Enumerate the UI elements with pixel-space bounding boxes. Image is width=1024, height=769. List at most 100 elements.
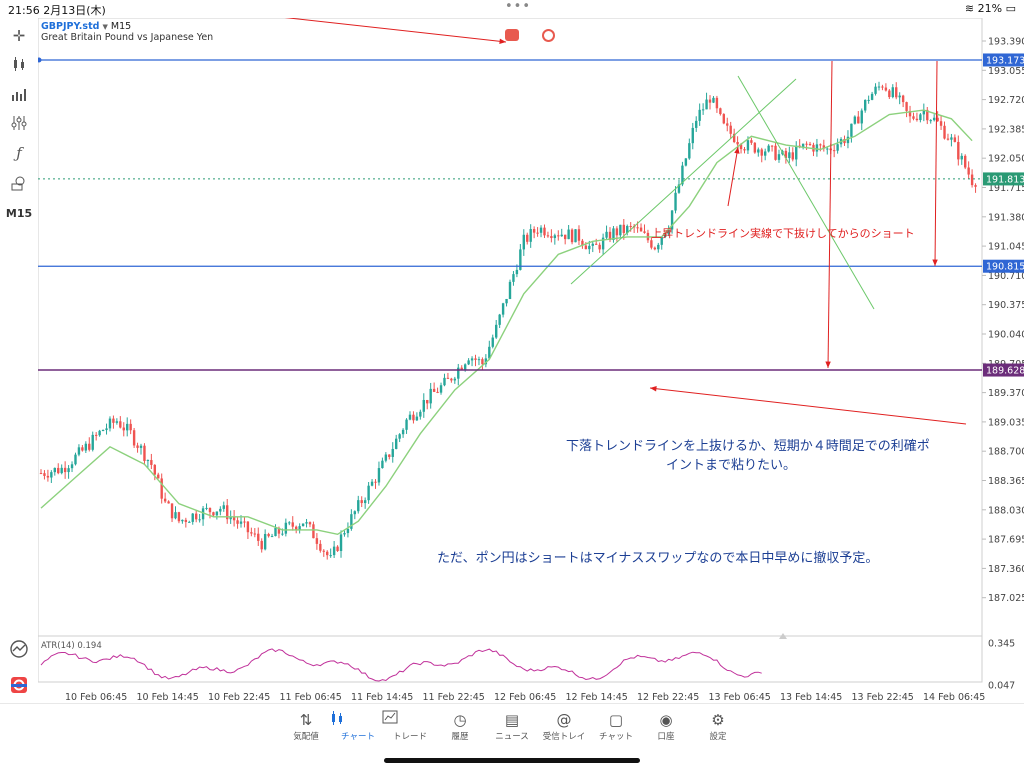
function-icon[interactable]: ƒ xyxy=(16,144,22,162)
candle-body xyxy=(595,243,598,245)
candle-body xyxy=(543,227,546,236)
price-tick-label: 189.370 xyxy=(988,388,1024,399)
candle-body xyxy=(636,227,639,229)
candle-body xyxy=(346,528,350,534)
candle-body xyxy=(222,505,225,509)
candle-body xyxy=(419,411,422,417)
tab-chart[interactable]: チャート xyxy=(330,710,386,742)
candle-body xyxy=(357,500,360,512)
chart-area[interactable]: 193.390 193.055 192.720 192.385 192.050 191.7… xyxy=(38,18,1024,703)
candle-body xyxy=(415,416,419,421)
tab-chat[interactable]: ▢ チャット xyxy=(588,710,644,742)
status-bar: 21:56 2月13日(木) ••• ≋ 21% ▭ xyxy=(0,0,1024,18)
candle-body xyxy=(532,229,536,233)
candle-body xyxy=(412,414,415,421)
candle-body xyxy=(901,95,905,103)
candle-body xyxy=(491,337,494,347)
chart-title[interactable]: GBPJPY.std ▼ M15 xyxy=(41,21,131,32)
candle-body xyxy=(874,86,877,94)
candle-body xyxy=(660,236,663,245)
time-tick-label: 12 Feb 22:45 xyxy=(637,692,699,703)
candle-body xyxy=(381,460,384,469)
candle-body xyxy=(701,109,705,111)
objects-glyph xyxy=(11,176,25,191)
candle-body xyxy=(770,145,774,147)
candle-body xyxy=(88,443,91,450)
candle-body xyxy=(229,516,232,520)
candle-body xyxy=(653,247,657,250)
moving-average-line xyxy=(40,109,973,536)
candle-body xyxy=(81,447,84,451)
candle-body xyxy=(498,314,501,325)
candle-body xyxy=(667,229,670,234)
candlestick-type-icon[interactable] xyxy=(6,51,32,77)
candle-body xyxy=(353,511,357,515)
symbol-description: Great Britain Pound vs Japanese Yen xyxy=(41,32,214,43)
candle-body xyxy=(481,359,484,365)
one-click-trade-icon[interactable] xyxy=(505,29,519,41)
candle-body xyxy=(260,540,263,550)
candle-body xyxy=(953,137,957,142)
candle-body xyxy=(115,421,119,423)
candle-body xyxy=(763,151,767,156)
time-tick-label: 10 Feb 22:45 xyxy=(208,692,270,703)
annotation-note-2a: 下落トレンドラインを上抜けるか、短期か４時間足での利確ポ xyxy=(566,439,930,454)
multitask-dots[interactable]: ••• xyxy=(505,0,532,14)
indicators-icon[interactable] xyxy=(6,110,32,136)
arrow-down-1-head xyxy=(825,361,831,368)
price-chart[interactable]: 193.390 193.055 192.720 192.385 192.050 191.7… xyxy=(38,18,1024,703)
candle-body xyxy=(394,438,398,449)
analytics-glyph xyxy=(10,640,28,658)
candle-body xyxy=(608,231,612,241)
signal-icon[interactable] xyxy=(542,29,555,42)
candle-body xyxy=(912,116,915,119)
volume-bars-icon[interactable] xyxy=(6,81,32,107)
indicator-frame xyxy=(38,635,983,683)
objects-icon[interactable] xyxy=(6,170,32,196)
candle-body xyxy=(732,133,736,142)
tab-settings[interactable]: ⚙ 設定 xyxy=(690,710,746,742)
chat-icon: ▢ xyxy=(608,711,624,729)
candle-body xyxy=(132,430,136,446)
analytics-icon[interactable] xyxy=(6,636,32,662)
symbol-name[interactable]: GBPJPY.std xyxy=(41,21,100,32)
tab-mailbox[interactable]: @ 受信トレイ xyxy=(536,710,592,742)
candle-body xyxy=(205,507,208,509)
candle-body xyxy=(136,445,139,448)
tab-trade[interactable]: トレード xyxy=(382,710,438,742)
tab-quotes[interactable]: ⇅ 気配値 xyxy=(278,710,334,742)
candle-body xyxy=(232,516,236,521)
candle-body xyxy=(294,526,298,530)
candle-body xyxy=(105,428,108,431)
candle-body xyxy=(729,125,732,134)
candle-body xyxy=(519,249,522,270)
candle-body xyxy=(960,155,963,160)
arrow-down-1 xyxy=(827,60,833,369)
crosshair-icon[interactable]: ✛ xyxy=(12,27,26,45)
candle-body xyxy=(208,507,212,513)
price-badge-2 xyxy=(983,259,1024,273)
status-time: 21:56 2月13日(木) xyxy=(8,4,106,17)
candle-body xyxy=(53,467,56,473)
app-logo-icon[interactable] xyxy=(6,672,32,698)
candle-body xyxy=(663,233,667,237)
home-indicator[interactable] xyxy=(384,758,640,763)
timeframe-button[interactable]: M15 xyxy=(5,206,33,220)
price-tick-label: 187.025 xyxy=(988,593,1024,604)
candle-body xyxy=(560,234,563,237)
tab-history[interactable]: ◷ 履歴 xyxy=(432,710,488,742)
candle-body xyxy=(384,454,388,461)
settings-icon: ⚙ xyxy=(711,711,725,729)
candle-body xyxy=(643,231,646,233)
tab-account[interactable]: ◉ 口座 xyxy=(638,710,694,742)
candle-body xyxy=(243,521,246,523)
candle-body xyxy=(50,472,53,478)
candle-body xyxy=(446,377,450,379)
candle-body xyxy=(922,109,926,115)
candle-body xyxy=(270,536,274,538)
candle-body xyxy=(253,533,257,535)
chevron-down-icon[interactable]: ▼ xyxy=(102,23,108,31)
candle-body xyxy=(512,274,515,282)
candle-body xyxy=(819,144,822,146)
tab-news[interactable]: ▤ ニュース xyxy=(484,710,540,742)
